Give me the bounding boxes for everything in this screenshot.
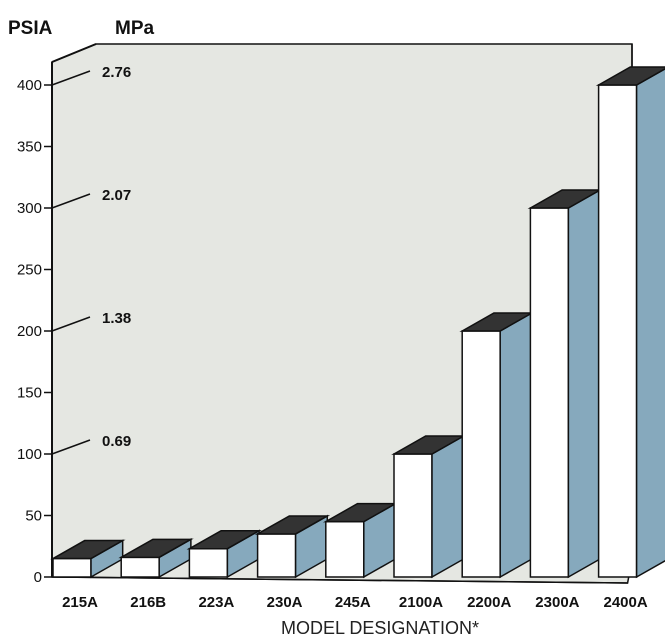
x-axis-tick-labels: 215A 216B 223A 230A 245A 2100A 2200A 2300A 2400A	[62, 594, 648, 611]
bar-2100A	[391, 434, 467, 579]
bar-front	[529, 207, 570, 578]
bar-front	[393, 453, 433, 578]
y-axis-top-edge	[51, 43, 97, 63]
bar-front	[52, 557, 92, 578]
bar-245A	[322, 502, 399, 579]
mpa-tick-mark	[51, 193, 91, 209]
bar-side	[635, 68, 665, 579]
bar-215A	[50, 539, 126, 579]
y-tick-label: 0	[34, 569, 42, 586]
y-tick-label: 50	[25, 508, 42, 525]
mpa-tick-label: 2.76	[102, 64, 131, 81]
y-tick-label: 150	[17, 385, 42, 402]
y-axis: 0 50 100 0.69 150 200 1.38 250 300 2.07 350 400 2.76	[17, 43, 131, 586]
mpa-tick-mark	[51, 70, 91, 86]
x-tick-label: 215A	[62, 594, 98, 611]
y-tick-label: 100	[17, 446, 42, 463]
mpa-tick-label: 0.69	[102, 433, 131, 450]
bars	[50, 66, 665, 579]
bar-side	[431, 434, 465, 579]
y-tick-label: 350	[17, 139, 42, 156]
mpa-tick-mark	[51, 439, 91, 455]
bar-front	[461, 330, 501, 578]
bar-front	[325, 520, 365, 578]
bar-top	[50, 539, 126, 560]
bar-front	[256, 533, 297, 578]
mpa-tick-mark	[51, 316, 91, 332]
bar-223A	[186, 529, 262, 579]
y-tick-label: 250	[17, 262, 42, 279]
bar-side	[567, 188, 601, 579]
x-axis-label: MODEL DESIGNATION*	[281, 618, 479, 638]
bar-2200A	[459, 311, 535, 579]
bar-216B	[118, 538, 194, 579]
bar-top	[118, 538, 194, 559]
y-axis-label-mpa: MPa	[115, 18, 155, 39]
y-axis-label-psia: PSIA	[8, 18, 53, 39]
bar-front	[597, 84, 638, 578]
x-tick-label: 245A	[335, 594, 371, 611]
bar-front	[120, 556, 160, 578]
bar-top	[595, 66, 665, 86]
mpa-tick-label: 1.38	[102, 310, 131, 327]
bar-2400A	[595, 66, 665, 579]
x-tick-label: 216B	[130, 594, 166, 611]
bar-top	[254, 515, 331, 535]
bar-top	[186, 529, 262, 550]
y-tick-label: 400	[17, 77, 42, 94]
bar-side	[499, 311, 533, 579]
y-tick-label: 200	[17, 323, 42, 340]
x-tick-label: 230A	[267, 594, 303, 611]
x-tick-label: 223A	[198, 594, 234, 611]
x-tick-label: 2200A	[467, 594, 511, 611]
bar-230A	[254, 514, 331, 579]
x-tick-label: 2100A	[399, 594, 443, 611]
bar-front	[188, 547, 229, 578]
y-tick-label: 300	[17, 200, 42, 217]
bar-2300A	[527, 188, 603, 579]
x-tick-label: 2400A	[603, 594, 647, 611]
floor-edge	[51, 576, 629, 584]
x-tick-label: 2300A	[535, 594, 579, 611]
mpa-tick-label: 2.07	[102, 187, 131, 204]
